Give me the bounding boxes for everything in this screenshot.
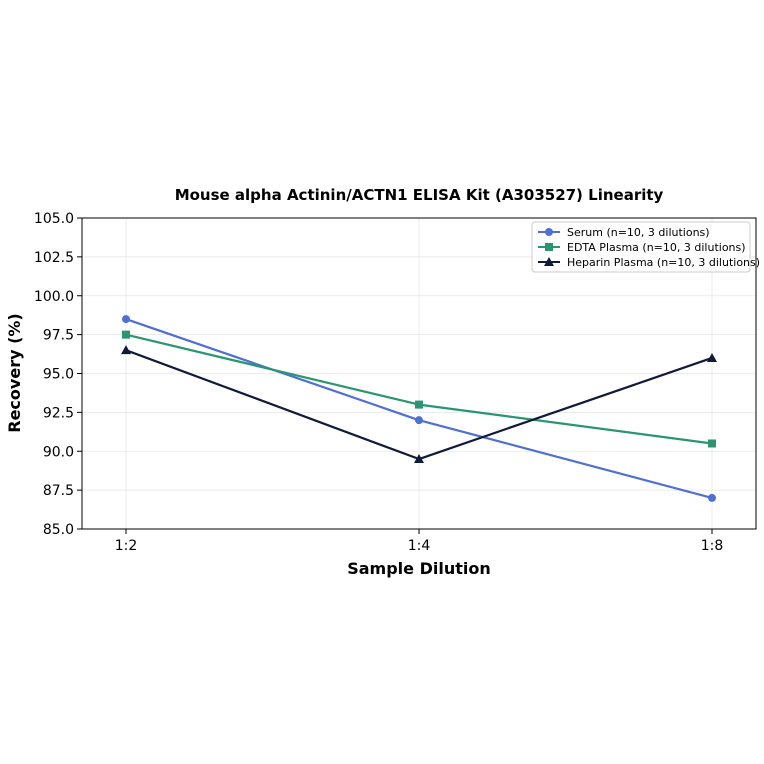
data-point <box>122 330 130 339</box>
legend-marker <box>544 257 554 266</box>
data-point <box>708 439 716 448</box>
data-point <box>415 416 423 425</box>
x-axis-ticks: 1:2 1:4 1:8 <box>115 529 724 554</box>
data-point <box>415 400 423 409</box>
x-tick-label: 1:4 <box>408 538 431 554</box>
legend-item: Heparin Plasma (n=10, 3 dilutions) <box>538 256 760 269</box>
data-point <box>121 345 131 355</box>
legend-marker <box>545 228 553 236</box>
series-2 <box>122 330 716 448</box>
legend-item: EDTA Plasma (n=10, 3 dilutions) <box>538 241 746 254</box>
y-tick-label: 90.0 <box>43 444 74 460</box>
y-axis-ticks: 85.0 87.5 90.0 92.5 95.0 97.5 100.0 102.5 105.0 <box>34 211 82 538</box>
series-1 <box>122 315 716 502</box>
y-tick-label: 92.5 <box>43 405 74 421</box>
y-tick-label: 87.5 <box>43 483 74 499</box>
y-axis-label: Recovery (%) <box>5 313 24 432</box>
y-tick-label: 85.0 <box>43 522 74 538</box>
series-layer <box>121 315 717 502</box>
legend: Serum (n=10, 3 dilutions) EDTA Plasma (n=… <box>531 221 760 273</box>
y-tick-label: 95.0 <box>43 367 74 383</box>
y-tick-label: 105.0 <box>34 211 74 227</box>
legend-marker <box>545 243 553 251</box>
y-tick-label: 97.5 <box>43 328 74 344</box>
y-tick-label: 100.0 <box>34 289 74 305</box>
x-tick-label: 1:2 <box>115 538 138 554</box>
chart-title: Mouse alpha Actinin/ACTN1 ELISA Kit (A30… <box>175 186 664 204</box>
data-point <box>708 493 716 502</box>
legend-item: Serum (n=10, 3 dilutions) <box>538 226 710 239</box>
x-tick-label: 1:8 <box>701 538 724 554</box>
series-3 <box>121 345 717 464</box>
data-point <box>707 352 717 362</box>
legend-label: Heparin Plasma (n=10, 3 dilutions) <box>567 256 760 269</box>
data-point <box>122 315 130 324</box>
legend-label: Serum (n=10, 3 dilutions) <box>567 226 710 239</box>
data-point <box>414 454 424 464</box>
y-tick-label: 102.5 <box>34 250 74 266</box>
legend-label: EDTA Plasma (n=10, 3 dilutions) <box>567 241 746 254</box>
x-axis-label: Sample Dilution <box>347 559 491 578</box>
legend-box <box>531 221 751 273</box>
